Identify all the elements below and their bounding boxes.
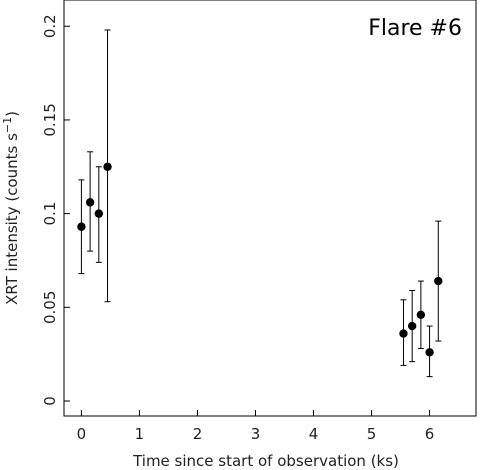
x-tick-label: 6 bbox=[425, 425, 435, 443]
data-point bbox=[416, 310, 426, 320]
data-point bbox=[103, 162, 112, 171]
y-tick-label: 0 bbox=[41, 396, 59, 406]
x-tick-label: 0 bbox=[77, 425, 87, 443]
flare-annotation: Flare #6 bbox=[368, 16, 462, 41]
y-axis: 0 0.05 0.1 0.15 0.2 bbox=[41, 14, 70, 406]
x-tick-label: 1 bbox=[135, 425, 145, 443]
y-tick-label: 0.1 bbox=[41, 202, 59, 226]
data-point bbox=[425, 348, 434, 357]
data-point bbox=[434, 276, 443, 286]
x-tick-label: 2 bbox=[193, 425, 203, 443]
data-points bbox=[77, 29, 443, 378]
y-tick-label: 0.2 bbox=[41, 14, 59, 38]
data-point bbox=[94, 209, 104, 218]
x-tick-label: 5 bbox=[367, 425, 377, 443]
data-point bbox=[407, 321, 417, 331]
y-axis-label-main: XRT intensity (counts s bbox=[3, 133, 21, 305]
x-axis-label: Time since start of observation (ks) bbox=[132, 452, 399, 470]
data-point bbox=[85, 198, 95, 207]
x-tick-label: 4 bbox=[309, 425, 319, 443]
plot-frame bbox=[63, 0, 477, 417]
data-point bbox=[77, 222, 86, 231]
y-tick-label: 0.05 bbox=[41, 291, 59, 324]
y-axis-label-exponent: −1 bbox=[1, 117, 14, 133]
y-axis-label: XRT intensity (counts s−1) bbox=[1, 111, 21, 305]
x-axis: 0 1 2 3 4 5 6 bbox=[77, 410, 435, 443]
y-axis-label-close: ) bbox=[3, 111, 21, 117]
y-tick-label: 0.15 bbox=[41, 103, 59, 136]
data-point bbox=[399, 329, 408, 338]
x-tick-label: 3 bbox=[251, 425, 261, 443]
